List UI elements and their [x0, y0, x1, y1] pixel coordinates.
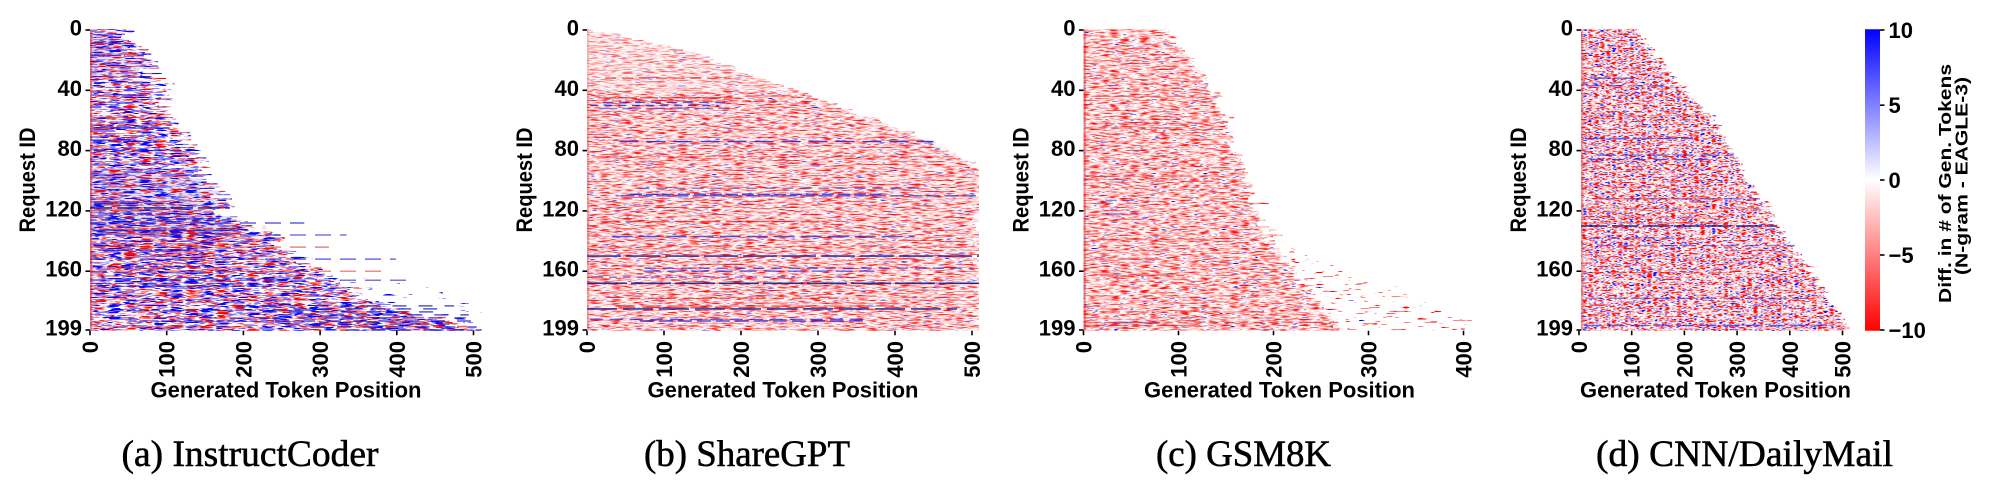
svg-text:(N-gram - EAGLE-3): (N-gram - EAGLE-3): [1952, 77, 1972, 275]
svg-text:80: 80: [1051, 136, 1075, 161]
svg-text:Generated Token Position: Generated Token Position: [1580, 378, 1851, 403]
svg-text:0: 0: [70, 16, 82, 41]
svg-text:(c) GSM8K: (c) GSM8K: [1156, 434, 1331, 475]
svg-text:100: 100: [652, 341, 677, 378]
svg-text:199: 199: [1039, 316, 1076, 341]
svg-text:Generated Token Position: Generated Token Position: [648, 378, 919, 403]
svg-text:120: 120: [45, 196, 82, 221]
svg-text:160: 160: [1039, 257, 1076, 282]
svg-text:40: 40: [555, 76, 579, 101]
svg-text:40: 40: [1051, 76, 1075, 101]
svg-text:5: 5: [1889, 93, 1901, 118]
svg-text:500: 500: [1831, 341, 1856, 378]
svg-text:400: 400: [883, 341, 908, 378]
svg-text:200: 200: [1672, 341, 1697, 378]
svg-text:−10: −10: [1889, 318, 1926, 343]
svg-text:120: 120: [542, 196, 579, 221]
svg-text:(b) ShareGPT: (b) ShareGPT: [644, 434, 850, 475]
svg-text:120: 120: [1536, 196, 1573, 221]
svg-text:0: 0: [1063, 16, 1075, 41]
svg-text:80: 80: [555, 136, 579, 161]
svg-text:400: 400: [1452, 341, 1477, 378]
svg-text:160: 160: [45, 257, 82, 282]
svg-text:200: 200: [729, 341, 754, 378]
svg-text:500: 500: [462, 341, 487, 378]
svg-text:300: 300: [1725, 341, 1750, 378]
svg-text:0: 0: [575, 341, 600, 353]
svg-text:80: 80: [1549, 136, 1573, 161]
svg-text:Generated Token Position: Generated Token Position: [151, 378, 422, 403]
svg-text:120: 120: [1039, 196, 1076, 221]
svg-text:0: 0: [1072, 341, 1097, 353]
svg-text:100: 100: [155, 341, 180, 378]
svg-text:0: 0: [567, 16, 579, 41]
svg-text:100: 100: [1167, 341, 1192, 378]
svg-text:−5: −5: [1889, 243, 1914, 268]
svg-text:(a) InstructCoder: (a) InstructCoder: [122, 434, 379, 475]
svg-text:400: 400: [385, 341, 410, 378]
svg-text:40: 40: [1549, 76, 1573, 101]
svg-text:0: 0: [78, 341, 103, 353]
svg-text:0: 0: [1567, 341, 1592, 353]
svg-text:0: 0: [1561, 16, 1573, 41]
svg-text:Request ID: Request ID: [1506, 128, 1531, 233]
svg-text:200: 200: [1262, 341, 1287, 378]
svg-text:199: 199: [542, 316, 579, 341]
svg-text:Diff. in # of Gen. Tokens: Diff. in # of Gen. Tokens: [1935, 64, 1955, 303]
svg-text:300: 300: [308, 341, 333, 378]
svg-text:Request ID: Request ID: [1009, 128, 1034, 233]
svg-text:199: 199: [45, 316, 82, 341]
svg-text:160: 160: [542, 257, 579, 282]
svg-text:40: 40: [58, 76, 82, 101]
svg-text:100: 100: [1620, 341, 1645, 378]
svg-text:300: 300: [806, 341, 831, 378]
svg-text:Request ID: Request ID: [15, 128, 40, 233]
svg-text:80: 80: [58, 136, 82, 161]
svg-text:(d) CNN/DailyMail: (d) CNN/DailyMail: [1596, 434, 1893, 475]
svg-text:500: 500: [960, 341, 985, 378]
svg-text:10: 10: [1889, 18, 1913, 43]
svg-text:300: 300: [1357, 341, 1382, 378]
svg-text:160: 160: [1536, 257, 1573, 282]
svg-text:Generated Token Position: Generated Token Position: [1144, 378, 1415, 403]
svg-text:200: 200: [231, 341, 256, 378]
svg-text:Request ID: Request ID: [512, 128, 537, 233]
svg-text:400: 400: [1778, 341, 1803, 378]
svg-text:0: 0: [1889, 168, 1901, 193]
svg-text:199: 199: [1536, 316, 1573, 341]
